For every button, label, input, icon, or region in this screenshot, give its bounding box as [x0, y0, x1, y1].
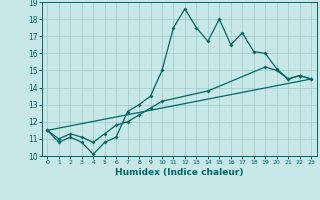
X-axis label: Humidex (Indice chaleur): Humidex (Indice chaleur)	[115, 168, 244, 177]
